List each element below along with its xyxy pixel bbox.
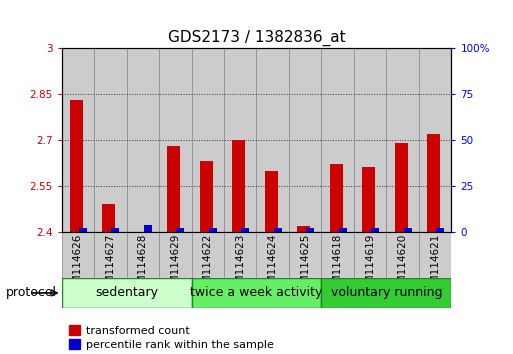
Text: GSM114618: GSM114618 xyxy=(333,233,343,297)
Bar xyxy=(329,164,343,354)
Text: GSM114621: GSM114621 xyxy=(430,233,440,297)
Text: GSM114624: GSM114624 xyxy=(268,233,278,297)
Bar xyxy=(134,232,148,354)
Bar xyxy=(322,232,354,278)
Text: voluntary running: voluntary running xyxy=(331,286,442,299)
Bar xyxy=(191,232,224,278)
Text: GSM114627: GSM114627 xyxy=(105,233,115,297)
Bar xyxy=(273,228,282,232)
Bar xyxy=(94,232,127,278)
Bar xyxy=(256,232,289,278)
FancyBboxPatch shape xyxy=(354,48,386,232)
Bar xyxy=(62,232,94,278)
FancyBboxPatch shape xyxy=(289,48,322,232)
Bar xyxy=(102,204,115,354)
Bar xyxy=(265,171,278,354)
Bar xyxy=(322,278,451,308)
FancyBboxPatch shape xyxy=(127,48,159,232)
Bar xyxy=(362,167,375,354)
Bar xyxy=(167,146,180,354)
Text: GSM114622: GSM114622 xyxy=(203,233,213,297)
Bar xyxy=(78,228,87,232)
FancyBboxPatch shape xyxy=(224,48,256,232)
Title: GDS2173 / 1382836_at: GDS2173 / 1382836_at xyxy=(168,30,345,46)
Bar xyxy=(200,161,212,354)
FancyBboxPatch shape xyxy=(386,48,419,232)
Text: GSM114619: GSM114619 xyxy=(365,233,375,297)
Bar xyxy=(224,232,256,278)
Bar xyxy=(191,278,322,308)
Bar xyxy=(289,232,322,278)
FancyBboxPatch shape xyxy=(256,48,289,232)
Bar xyxy=(386,232,419,278)
Bar xyxy=(241,228,249,232)
Text: GSM114629: GSM114629 xyxy=(170,233,180,297)
Bar xyxy=(419,232,451,278)
Text: sedentary: sedentary xyxy=(95,286,158,299)
Bar xyxy=(427,134,440,354)
Bar xyxy=(232,140,245,354)
Bar xyxy=(306,228,314,232)
Text: GSM114620: GSM114620 xyxy=(398,233,408,297)
Text: GSM114623: GSM114623 xyxy=(235,233,245,297)
Bar xyxy=(394,143,407,354)
Text: GSM114625: GSM114625 xyxy=(300,233,310,297)
Text: protocol: protocol xyxy=(6,286,56,299)
Bar xyxy=(436,228,444,232)
FancyBboxPatch shape xyxy=(191,48,224,232)
Bar xyxy=(404,228,411,232)
FancyBboxPatch shape xyxy=(94,48,127,232)
Bar xyxy=(209,228,216,232)
Bar xyxy=(127,232,159,278)
Bar xyxy=(144,224,152,232)
FancyBboxPatch shape xyxy=(159,48,191,232)
Bar xyxy=(159,232,191,278)
FancyBboxPatch shape xyxy=(62,48,94,232)
FancyBboxPatch shape xyxy=(322,48,354,232)
Bar xyxy=(354,232,386,278)
Bar xyxy=(176,228,184,232)
Text: GSM114628: GSM114628 xyxy=(138,233,148,297)
Bar xyxy=(70,100,83,354)
FancyBboxPatch shape xyxy=(419,48,451,232)
Bar xyxy=(62,278,191,308)
Bar xyxy=(297,226,310,354)
Text: GSM114626: GSM114626 xyxy=(73,233,83,297)
Bar xyxy=(339,228,347,232)
Legend: transformed count, percentile rank within the sample: transformed count, percentile rank withi… xyxy=(65,321,278,354)
Text: twice a week activity: twice a week activity xyxy=(190,286,323,299)
Bar xyxy=(371,228,379,232)
Bar xyxy=(111,228,119,232)
